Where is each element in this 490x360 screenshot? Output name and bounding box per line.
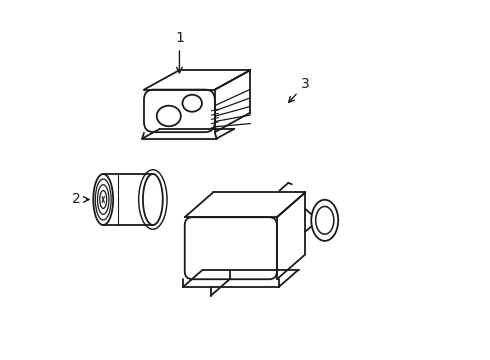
Text: 2: 2 <box>72 193 89 207</box>
Text: 3: 3 <box>289 77 310 102</box>
Text: 1: 1 <box>175 31 184 73</box>
